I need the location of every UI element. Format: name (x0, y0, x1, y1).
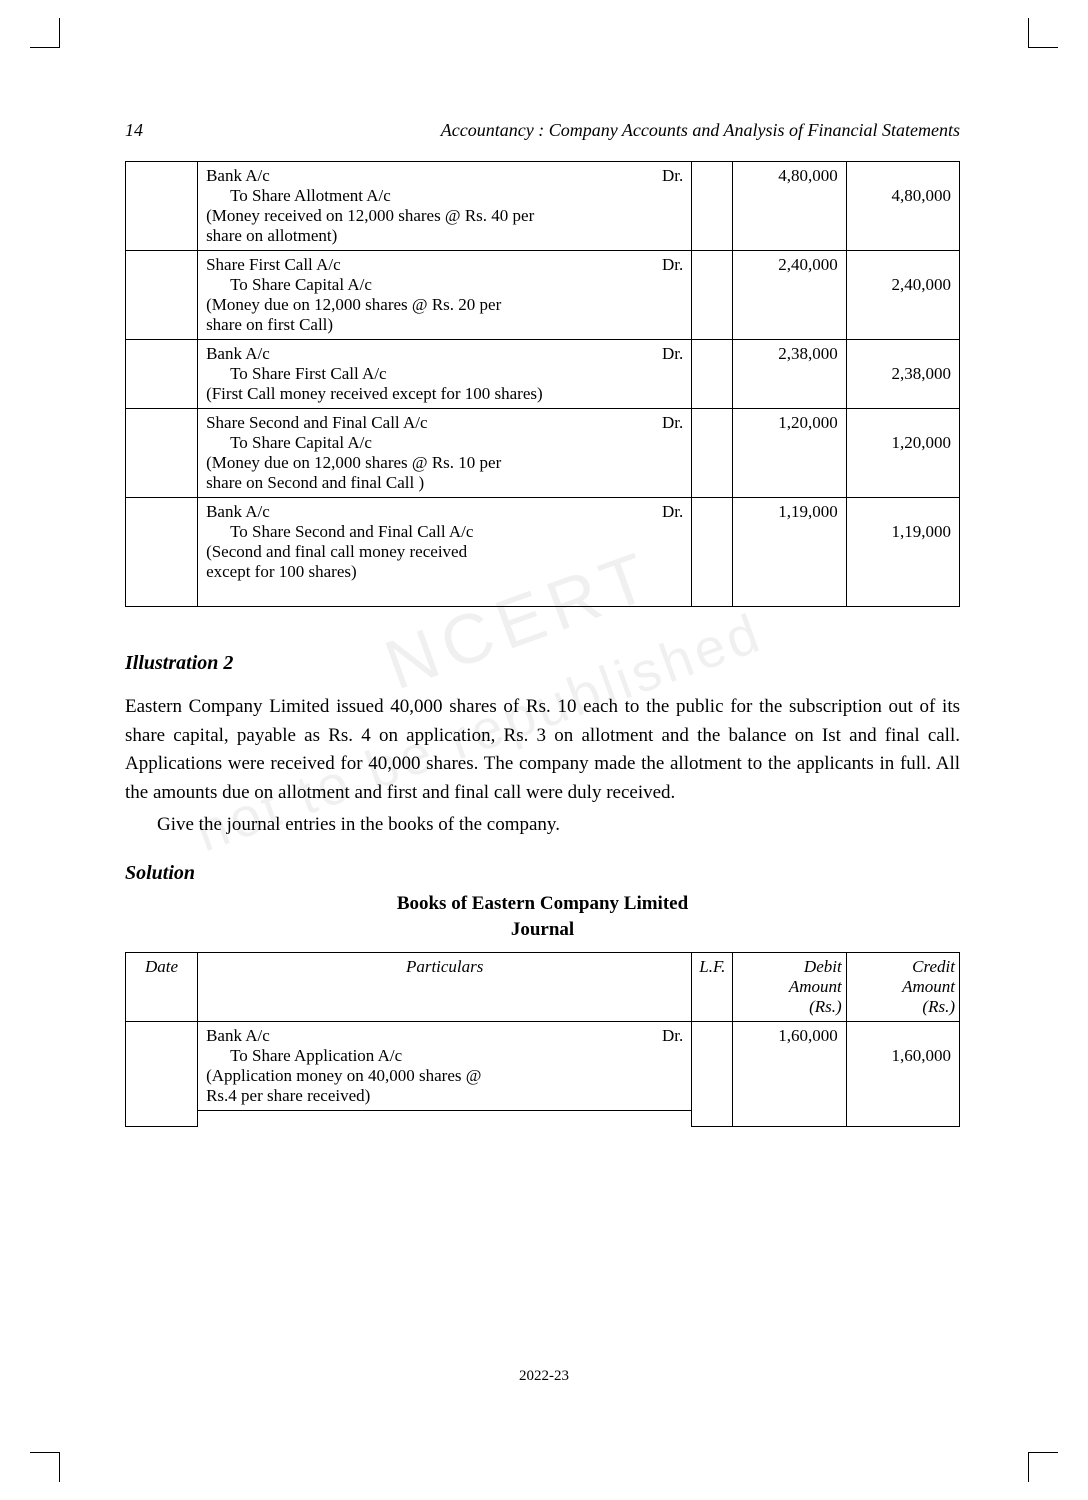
dr-label: Dr. (662, 255, 683, 275)
crop-mark-bl (30, 1452, 60, 1482)
entry-narration: (Application money on 40,000 shares @ (206, 1066, 683, 1086)
entry-text: Share Second and Final Call A/c (206, 413, 427, 433)
entry-narration: Rs.4 per share received) (206, 1086, 683, 1106)
entry-text: Bank A/c (206, 344, 270, 364)
credit-amount: 2,40,000 (892, 275, 952, 294)
entry-narration: share on allotment) (206, 226, 683, 246)
debit-amount: 1,60,000 (778, 1026, 838, 1045)
table-header-row: Date Particulars L.F. Debit Amount (Rs.)… (126, 952, 960, 1021)
debit-label-3: (Rs.) (809, 997, 842, 1016)
dr-label: Dr. (662, 413, 683, 433)
credit-label-1: Credit (912, 957, 955, 976)
solution-heading: Solution (125, 862, 960, 885)
crop-mark-br (1028, 1452, 1058, 1482)
entry-text: Bank A/c (206, 1026, 270, 1046)
credit-label-3: (Rs.) (922, 997, 955, 1016)
col-header-credit: Credit Amount (Rs.) (846, 952, 959, 1021)
journal-heading: Books of Eastern Company Limited Journal (125, 891, 960, 944)
journal-heading-line2: Journal (511, 919, 574, 940)
entry-narration: (Money due on 12,000 shares @ Rs. 20 per (206, 295, 683, 315)
footer-year: 2022-23 (0, 1368, 1088, 1385)
dr-label: Dr. (662, 1026, 683, 1046)
page-header: 14 Accountancy : Company Accounts and An… (125, 120, 960, 141)
dr-label: Dr. (662, 502, 683, 522)
credit-label-2: Amount (902, 977, 955, 996)
credit-amount: 1,60,000 (892, 1046, 952, 1065)
entry-text: To Share Capital A/c (206, 275, 683, 295)
col-header-date: Date (126, 952, 198, 1021)
entry-narration: (First Call money received except for 10… (206, 384, 683, 404)
entry-text: Bank A/c (206, 166, 270, 186)
entry-narration: share on first Call) (206, 315, 683, 335)
debit-label-1: Debit (804, 957, 842, 976)
illustration-heading: Illustration 2 (125, 652, 960, 675)
credit-amount: 1,20,000 (892, 433, 952, 452)
entry-text: Bank A/c (206, 502, 270, 522)
header-title: Accountancy : Company Accounts and Analy… (441, 120, 960, 141)
illustration-body: Eastern Company Limited issued 40,000 sh… (125, 693, 960, 807)
entry-text: To Share Allotment A/c (206, 186, 683, 206)
credit-amount: 1,19,000 (892, 522, 952, 541)
entry-narration: (Money due on 12,000 shares @ Rs. 10 per (206, 453, 683, 473)
entry-text: To Share Second and Final Call A/c (206, 522, 683, 542)
table-row: Bank A/c Dr. To Share Second and Final Ca… (126, 498, 960, 607)
debit-amount: 1,20,000 (778, 413, 838, 432)
credit-amount: 2,38,000 (892, 364, 952, 383)
crop-mark-tl (30, 18, 60, 48)
entry-text: To Share First Call A/c (206, 364, 683, 384)
col-header-lf: L.F. (692, 952, 733, 1021)
journal-heading-line1: Books of Eastern Company Limited (397, 893, 688, 914)
table-row-empty (126, 1110, 960, 1126)
dr-label: Dr. (662, 166, 683, 186)
dr-label: Dr. (662, 344, 683, 364)
crop-mark-tr (1028, 18, 1058, 48)
table-row: Bank A/c Dr. To Share Application A/c (Ap… (126, 1021, 960, 1110)
table-row: Bank A/c Dr. To Share Allotment A/c (Mone… (126, 162, 960, 251)
table-row: Bank A/c Dr. To Share First Call A/c (Fir… (126, 340, 960, 409)
entry-text: To Share Application A/c (206, 1046, 683, 1066)
entry-text: Share First Call A/c (206, 255, 341, 275)
debit-amount: 4,80,000 (778, 166, 838, 185)
entry-narration: share on Second and final Call ) (206, 473, 683, 493)
col-header-particulars: Particulars (198, 952, 692, 1021)
debit-amount: 2,38,000 (778, 344, 838, 363)
entry-narration: except for 100 shares) (206, 562, 683, 582)
debit-amount: 2,40,000 (778, 255, 838, 274)
debit-amount: 1,19,000 (778, 502, 838, 521)
page-content: 14 Accountancy : Company Accounts and An… (125, 120, 960, 1127)
credit-amount: 4,80,000 (892, 186, 952, 205)
entry-text: To Share Capital A/c (206, 433, 683, 453)
page-number: 14 (125, 120, 143, 141)
journal-table-1: Bank A/c Dr. To Share Allotment A/c (Mone… (125, 161, 960, 607)
illustration-instruction: Give the journal entries in the books of… (125, 811, 960, 840)
entry-narration: (Money received on 12,000 shares @ Rs. 4… (206, 206, 683, 226)
entry-narration: (Second and final call money received (206, 542, 683, 562)
journal-table-2: Date Particulars L.F. Debit Amount (Rs.)… (125, 952, 960, 1127)
debit-label-2: Amount (789, 977, 842, 996)
table-row: Share Second and Final Call A/c Dr. To Sh… (126, 409, 960, 498)
table-row: Share First Call A/c Dr. To Share Capital… (126, 251, 960, 340)
col-header-debit: Debit Amount (Rs.) (733, 952, 846, 1021)
